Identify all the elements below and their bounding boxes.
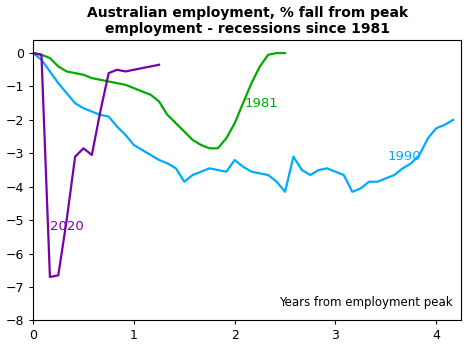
Text: 1990: 1990 [388,150,422,163]
Text: Years from employment peak: Years from employment peak [279,296,453,309]
Text: 2020: 2020 [50,220,84,233]
Text: 1981: 1981 [245,96,278,110]
Title: Australian employment, % fall from peak
employment - recessions since 1981: Australian employment, % fall from peak … [87,6,408,36]
